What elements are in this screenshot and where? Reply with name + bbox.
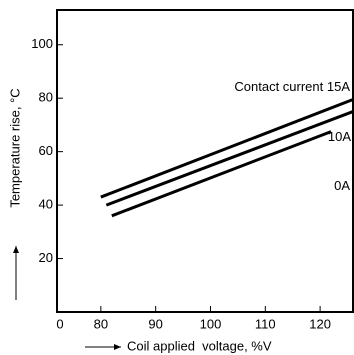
y-tick-label: 80: [39, 90, 53, 105]
series-label: Contact current 15A: [234, 79, 350, 94]
x-tick-label: 100: [200, 316, 222, 331]
series-line: [100, 98, 354, 199]
plot-frame: [56, 9, 354, 313]
x-tick-label: 0: [56, 316, 63, 331]
y-tick-label: 40: [39, 197, 53, 212]
y-tick-label: 100: [31, 36, 53, 51]
series-label: 0A: [334, 178, 350, 193]
x-tick-label: 120: [309, 316, 331, 331]
y-tick-label: 60: [39, 143, 53, 158]
series-line: [105, 110, 354, 207]
x-tick-label: 80: [94, 316, 108, 331]
y-tick-label: 20: [39, 250, 53, 265]
series-line: [111, 130, 332, 218]
x-tick-label: 90: [148, 316, 162, 331]
y-axis-label: Temperature rise, °C: [7, 88, 22, 207]
series-label: 10A: [328, 129, 351, 144]
x-tick-label: 110: [255, 316, 276, 331]
x-axis-label: Coil applied voltage, %V: [127, 338, 272, 353]
